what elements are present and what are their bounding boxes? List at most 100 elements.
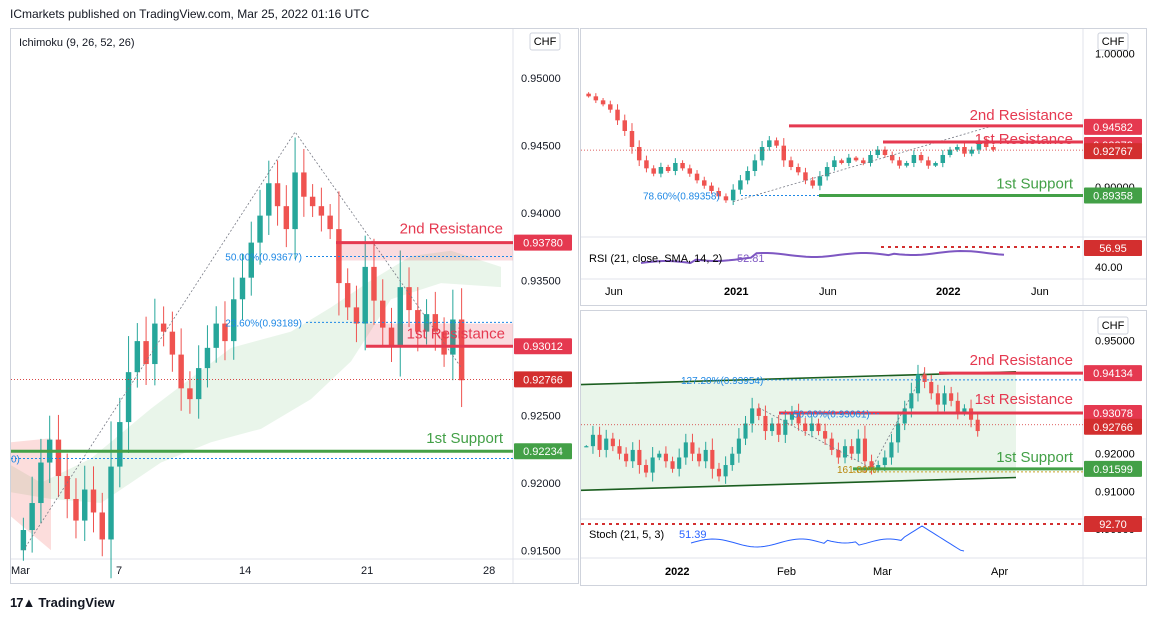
candle-body (868, 155, 873, 163)
resistance-2-price-tag-bg (514, 234, 572, 251)
candle-body (615, 109, 620, 121)
fib-label: 50.00%(0.93061) (793, 410, 870, 421)
candle-body (690, 442, 695, 454)
candle-body (152, 323, 158, 365)
ichimoku-cloud (11, 250, 501, 504)
candle-body (584, 446, 589, 448)
candle-body (767, 140, 772, 147)
candle-body (388, 327, 395, 346)
y-tick-label: 0.92000 (1095, 449, 1135, 461)
rsi-level-tag: 56.95 (1099, 243, 1127, 255)
y-tick-label: 1.00000 (1095, 49, 1135, 61)
candle-body (922, 374, 927, 382)
candle-body (911, 155, 917, 163)
candle-body (795, 167, 801, 173)
support-1-price-tag: 0.89358 (1093, 191, 1133, 203)
candle-body (935, 393, 940, 405)
fib-edge-label: 0) (11, 454, 20, 465)
candle-body (362, 266, 368, 324)
chart-panel-bottom-right: CHF0.950000.920000.910000.90000127.20%(0… (580, 310, 1147, 586)
candle-body (694, 173, 700, 181)
candle-body (730, 189, 736, 201)
x-tick-label: 21 (361, 565, 373, 577)
candle-body (716, 468, 722, 477)
rsi-value: 52.81 (737, 253, 765, 265)
candle-body (849, 446, 854, 454)
candle-body (432, 314, 439, 332)
candle-body (983, 140, 989, 147)
candle-body (942, 393, 947, 405)
channel-lower-line (580, 476, 1017, 492)
resistance-2-price-tag: 0.94134 (1093, 368, 1133, 380)
rsi-label: RSI (21, close, SMA, 14, 2) (589, 253, 722, 265)
support-1-label: 1st Support (996, 449, 1074, 466)
candle-body (650, 457, 655, 473)
candle-body (125, 372, 132, 423)
x-tick-label: Jun (605, 286, 623, 298)
candle-body (593, 96, 599, 101)
candle-body (344, 283, 351, 308)
resistance-2-label: 2nd Resistance (400, 221, 503, 238)
fib-label: 50.00%(0.93677) (225, 253, 302, 264)
x-tick-label: Feb (777, 566, 796, 578)
candle-body (889, 155, 895, 161)
candle-body (643, 465, 649, 473)
candle-body (776, 423, 781, 435)
candle-body (415, 310, 421, 332)
support-1-price-tag: 0.91599 (1093, 464, 1133, 476)
chart-panel-left: Ichimoku (9, 26, 52, 26) CHF 0.95000 0.9450… (10, 28, 579, 584)
candle-body (222, 323, 228, 342)
candle-body (781, 145, 787, 161)
rsi-level-tag-bg (1084, 240, 1142, 256)
x-tick-label: Mar (873, 566, 892, 578)
zigzag-line (733, 125, 994, 203)
candle-body (736, 438, 741, 454)
bottom-right-chart-svg[interactable]: CHF0.950000.920000.910000.90000127.20%(0… (580, 311, 1146, 585)
y-tick-label: 0.92500 (521, 410, 561, 422)
candle-body (756, 408, 761, 416)
x-tick-label: Jun (819, 286, 837, 298)
candle-body (608, 104, 613, 110)
candle-body (876, 465, 881, 469)
resistance-1-price-tag-bg (514, 338, 572, 355)
candle-body (975, 419, 980, 432)
candle-body (955, 147, 960, 150)
candle-body (143, 341, 149, 365)
candle-body (846, 157, 852, 163)
candle-body (204, 347, 211, 369)
rsi-line (640, 249, 1005, 265)
candle-body (783, 419, 788, 435)
left-chart-svg[interactable]: Ichimoku (9, 26, 52, 26) CHF 0.95000 0.9450… (11, 29, 578, 583)
rsi-axis-tick: 40.00 (1095, 262, 1123, 274)
candle-body (817, 176, 823, 186)
candle-body (926, 160, 931, 166)
candle-body (823, 431, 828, 439)
currency-label: CHF (1102, 320, 1125, 332)
current-price-tag: 0.92767 (1093, 146, 1133, 158)
candle-body (134, 341, 141, 373)
candle-body (663, 453, 668, 462)
candle-body (949, 393, 954, 401)
candle-body (636, 147, 642, 161)
support-1-label: 1st Support (996, 176, 1074, 193)
candle-body (82, 489, 88, 521)
candle-body (90, 489, 97, 513)
candle-body (677, 457, 682, 469)
candle-body (723, 465, 728, 477)
candle-body (796, 412, 801, 424)
fib-label: 161.80% (837, 465, 877, 476)
candle-body (231, 299, 237, 342)
candle-body (590, 434, 596, 447)
candle-body (875, 149, 880, 155)
candle-body (670, 461, 675, 469)
candle-body (20, 530, 27, 551)
candle-body (839, 160, 844, 163)
candle-body (680, 163, 685, 169)
stoch-value: 51.39 (679, 529, 707, 541)
candle-body (869, 461, 874, 469)
indicator-label: Ichimoku (9, 26, 52, 26) (19, 37, 135, 49)
resistance-1-price-tag: 0.93078 (1093, 408, 1133, 420)
resistance-1-price-tag-bg (1084, 405, 1142, 422)
candle-body (622, 120, 627, 131)
